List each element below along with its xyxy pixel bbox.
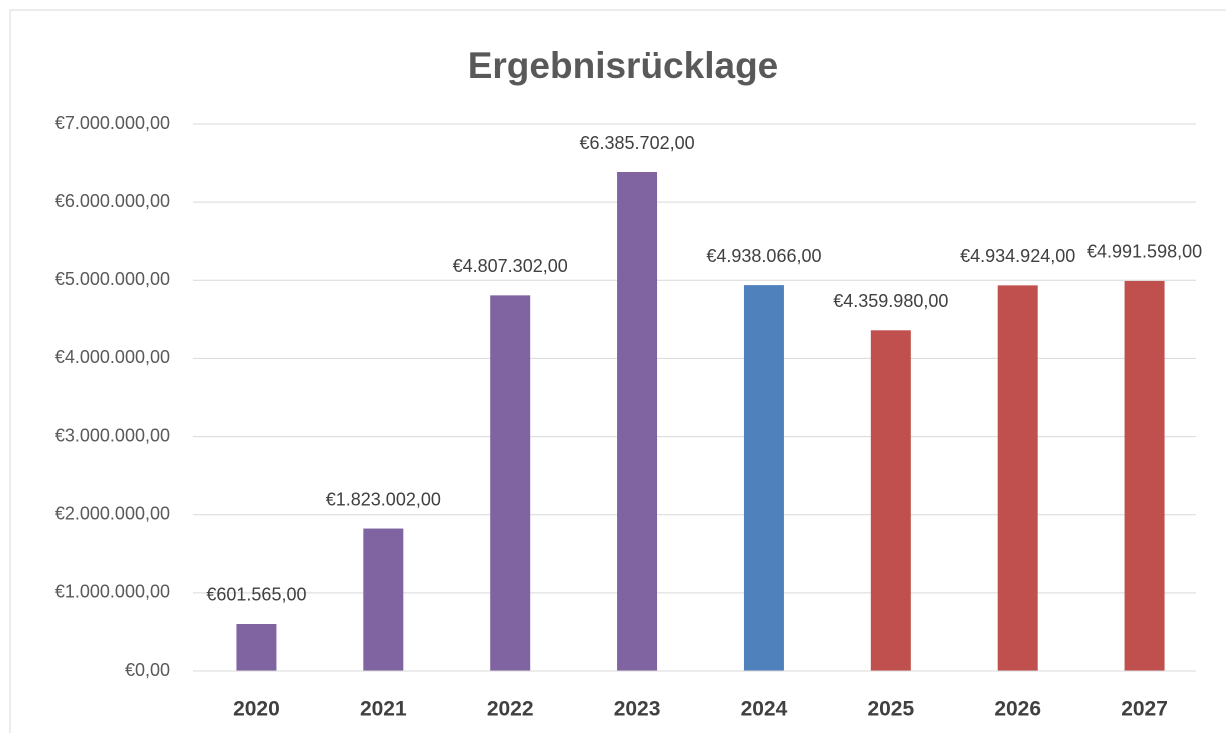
bar [870,330,911,671]
bar [236,623,277,671]
x-tick-label: 2020 [233,698,280,721]
bar [363,528,404,671]
y-tick-label: €4.000.000,00 [55,347,170,367]
x-tick-label: 2021 [360,698,407,721]
data-label: €4.938.066,00 [706,246,821,266]
y-tick-label: €3.000.000,00 [55,425,170,445]
x-tick-label: 2026 [994,698,1041,721]
bar [490,295,531,671]
data-label: €4.807.302,00 [453,256,568,276]
data-label: €4.991.598,00 [1087,242,1202,262]
x-tick-label: 2022 [487,698,534,721]
data-label: €6.385.702,00 [580,133,695,153]
x-tick-label: 2023 [614,698,661,721]
y-tick-label: €7.000.000,00 [55,113,170,133]
bar [617,172,658,672]
x-tick-label: 2024 [741,698,788,721]
y-tick-label: €1.000.000,00 [55,582,170,602]
x-tick-label: 2025 [867,698,914,721]
bar [1124,280,1165,671]
chart-border [9,9,1226,733]
y-tick-label: €0,00 [125,660,170,680]
y-tick-label: €2.000.000,00 [55,503,170,523]
y-tick-label: €5.000.000,00 [55,269,170,289]
bar [997,285,1038,671]
data-label: €4.934.924,00 [960,246,1075,266]
data-label: €4.359.980,00 [833,291,948,311]
chart-title: Ergebnisrücklage [468,45,779,86]
y-tick-label: €6.000.000,00 [55,191,170,211]
bar [743,285,784,671]
data-label: €1.823.002,00 [326,489,441,509]
data-label: €601.565,00 [206,585,306,605]
x-tick-label: 2027 [1121,698,1168,721]
